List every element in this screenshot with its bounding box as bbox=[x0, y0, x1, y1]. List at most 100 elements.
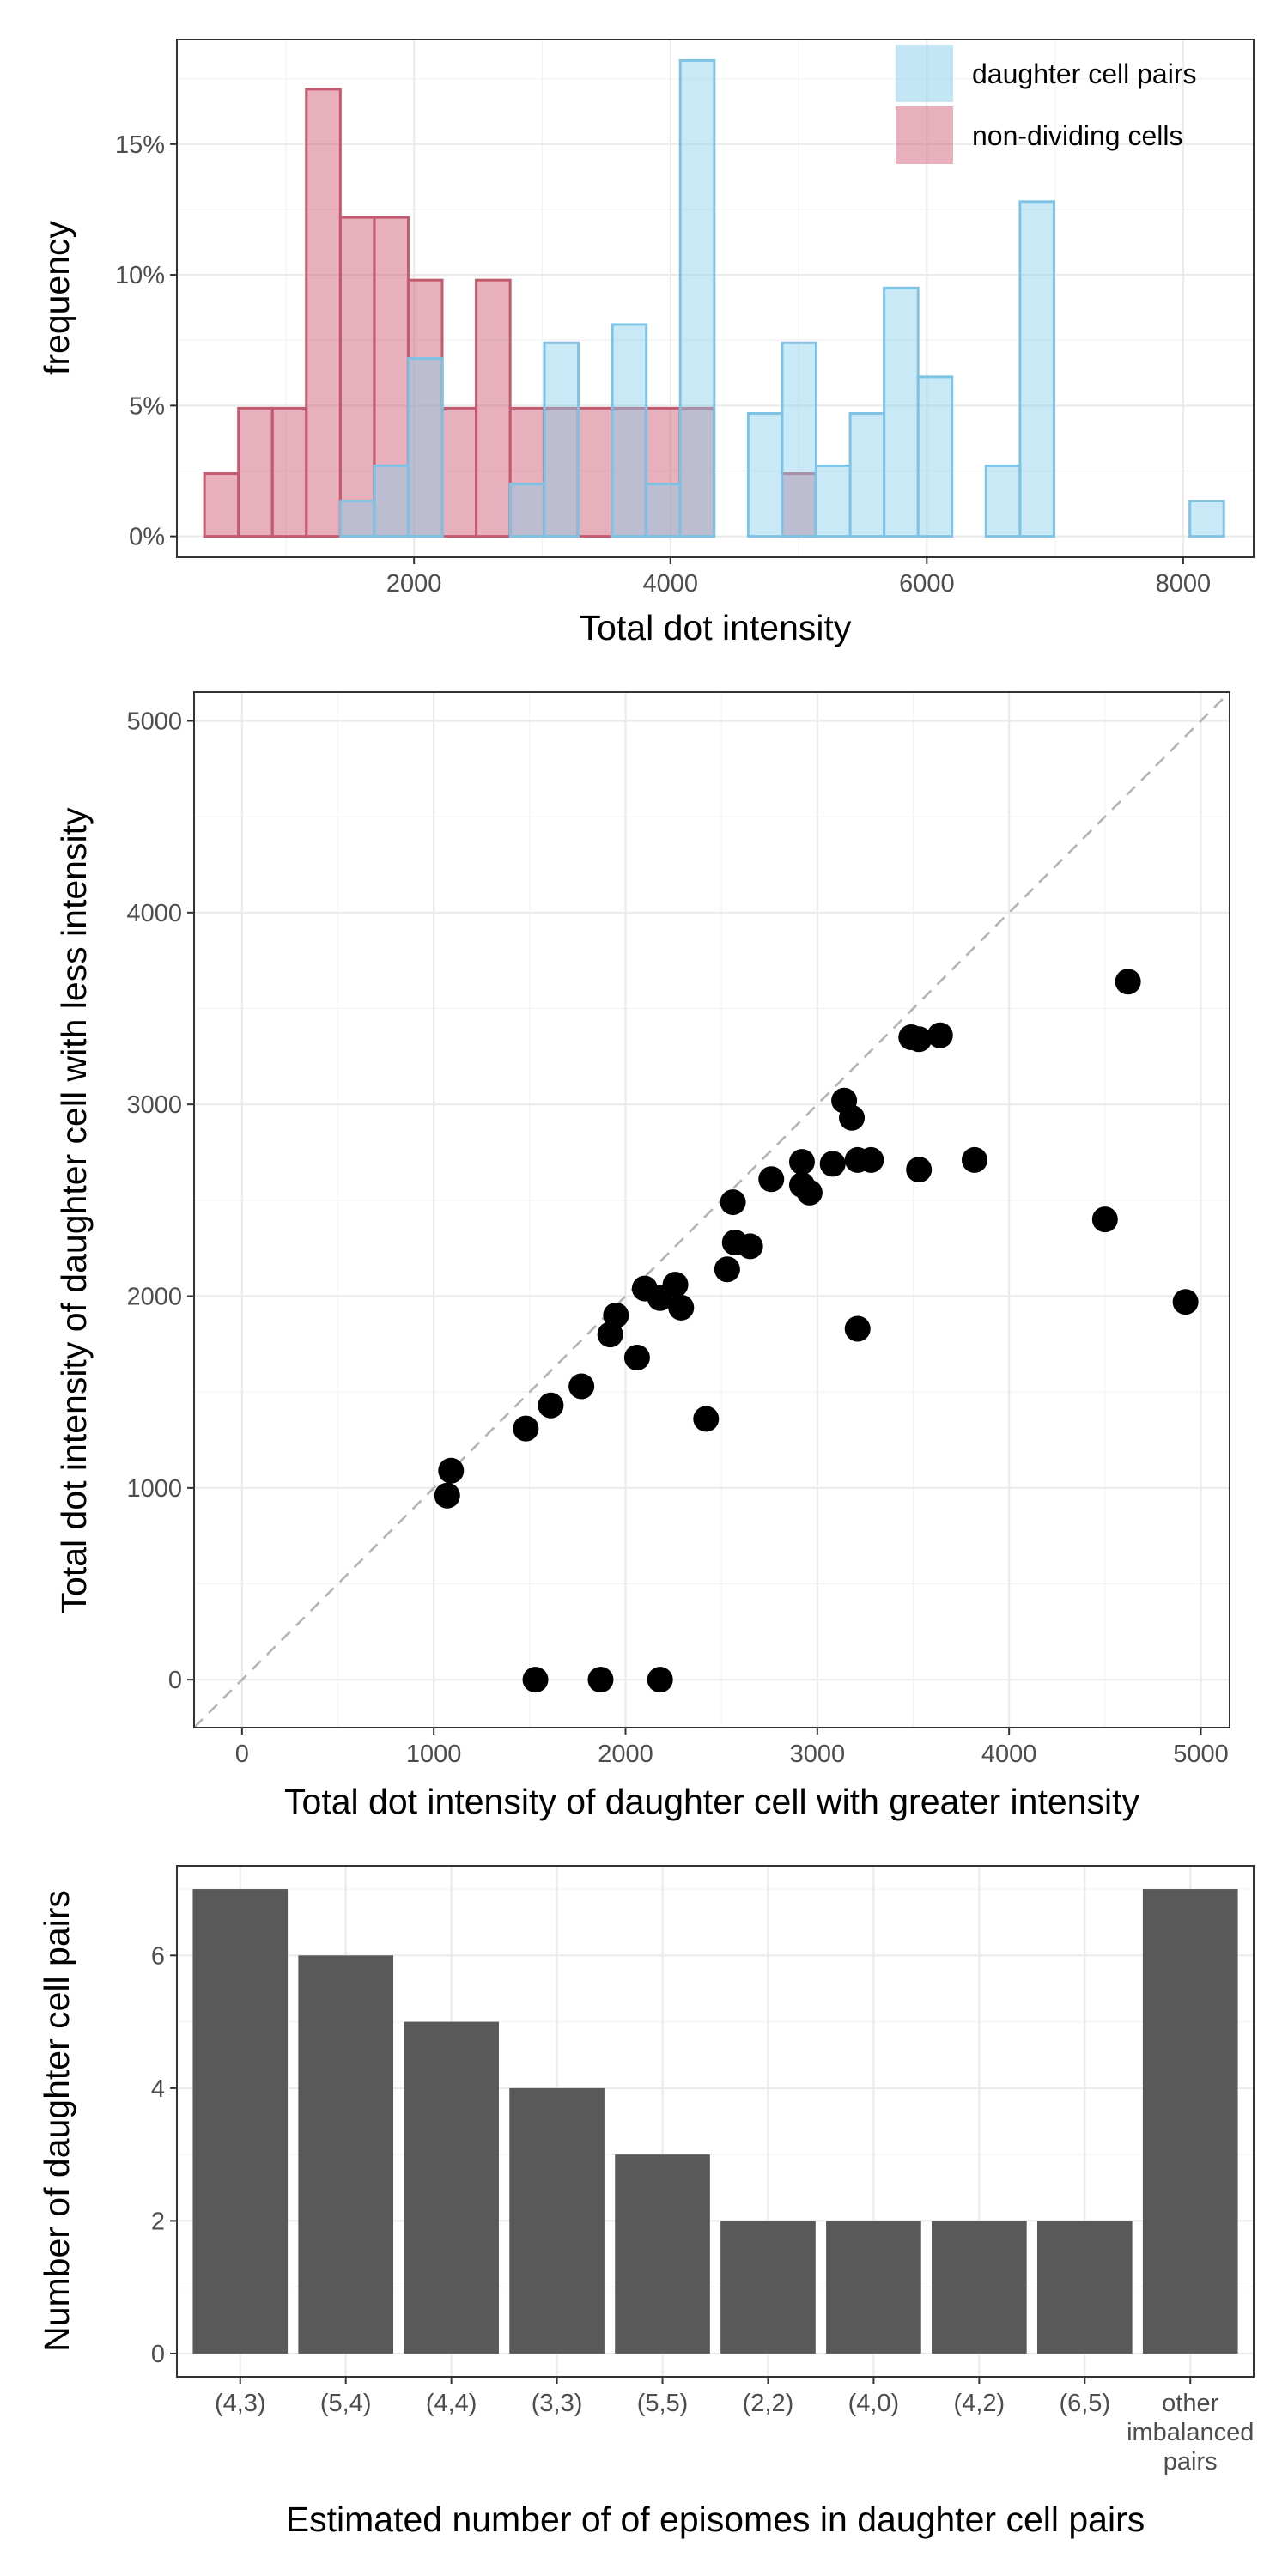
scatter-point bbox=[1091, 1206, 1118, 1233]
legend-label-non-dividing-cells: non-dividing cells bbox=[972, 120, 1182, 151]
scatter-x-tick-label: 4000 bbox=[981, 1741, 1037, 1768]
scatter-point bbox=[668, 1294, 695, 1321]
bar-3 bbox=[509, 2087, 605, 2354]
scatter-panel-border bbox=[193, 691, 1230, 1728]
bar-x-tick-label: (3,3) bbox=[532, 2390, 583, 2417]
bar-x-tick-label-line: (5,5) bbox=[637, 2390, 689, 2417]
bar-panel-border bbox=[176, 1865, 1255, 2378]
bar-0 bbox=[192, 1889, 289, 2354]
scatter-point bbox=[647, 1667, 673, 1693]
scatter-point bbox=[819, 1151, 846, 1177]
histogram-bar-daughter-cell-pairs bbox=[508, 483, 546, 538]
histogram-bar-non-dividing-cells bbox=[440, 406, 478, 538]
bar-x-tick-label-line: (3,3) bbox=[532, 2390, 583, 2417]
legend-label-daughter-cell-pairs: daughter cell pairs bbox=[972, 58, 1196, 89]
scatter-x-tick-label: 1000 bbox=[406, 1741, 462, 1768]
scatter-y-axis-title: Total dot intensity of daughter cell wit… bbox=[54, 807, 94, 1613]
histogram-y-tick-label: 15% bbox=[115, 131, 165, 159]
bar-x-tick-label-line: (4,4) bbox=[426, 2390, 477, 2417]
scatter-point bbox=[758, 1166, 785, 1193]
histogram-x-axis-title: Total dot intensity bbox=[580, 608, 852, 647]
scatter-point bbox=[522, 1667, 549, 1693]
histogram-bar-non-dividing-cells bbox=[475, 278, 512, 538]
bar-2 bbox=[404, 2021, 499, 2354]
bar-6 bbox=[826, 2221, 921, 2354]
bar-4 bbox=[615, 2154, 710, 2354]
histogram-bar-daughter-cell-pairs bbox=[848, 412, 886, 538]
histogram-bar-daughter-cell-pairs bbox=[746, 412, 784, 538]
histogram-bar-non-dividing-cells bbox=[508, 406, 546, 538]
histogram-bar-daughter-cell-pairs bbox=[1188, 500, 1225, 538]
histogram-bar-non-dividing-cells bbox=[305, 88, 342, 538]
scatter-x-tick-label: 3000 bbox=[790, 1741, 846, 1768]
scatter-point bbox=[693, 1406, 720, 1432]
bar-x-tick-label: (4,2) bbox=[954, 2390, 1005, 2417]
bar-y-tick-label: 2 bbox=[151, 2208, 165, 2235]
bar-8 bbox=[1036, 2221, 1133, 2354]
histogram-bars bbox=[203, 58, 1225, 538]
histogram-bar-daughter-cell-pairs bbox=[883, 286, 920, 538]
scatter-point bbox=[1172, 1289, 1199, 1315]
scatter-point bbox=[788, 1149, 815, 1176]
histogram-bar-daughter-cell-pairs bbox=[916, 375, 954, 538]
scatter-y-tick-label: 5000 bbox=[126, 708, 182, 736]
bar-x-tick-label: (4,4) bbox=[426, 2390, 477, 2417]
histogram-bar-daughter-cell-pairs bbox=[611, 323, 648, 538]
bar-ticks: 0 2 4 6 (4,3) (5,4) (4,4) (3,3) (5,5) (2,2) (4,0) (… bbox=[151, 1942, 1255, 2476]
histogram-bar-daughter-cell-pairs bbox=[814, 464, 852, 538]
histogram-panel: 2000 4000 6000 8000 0% 5% 10% 15% daughter cell… bbox=[37, 39, 1255, 647]
histogram-x-tick-label: 6000 bbox=[899, 570, 955, 598]
histogram-y-axis-title: frequency bbox=[37, 220, 76, 375]
scatter-point bbox=[927, 1022, 953, 1048]
histogram-bar-daughter-cell-pairs bbox=[339, 500, 376, 538]
bar-x-tick-label: (2,2) bbox=[743, 2390, 794, 2417]
bar-x-tick-label-line: (4,2) bbox=[954, 2390, 1005, 2417]
bar-y-tick-label: 6 bbox=[151, 1942, 165, 1970]
histogram-bar-non-dividing-cells bbox=[576, 406, 614, 538]
scatter-y-tick-label: 2000 bbox=[126, 1284, 182, 1311]
bar-1 bbox=[298, 1955, 394, 2354]
histogram-bar-non-dividing-cells bbox=[203, 472, 240, 538]
histogram-bar-daughter-cell-pairs bbox=[373, 464, 410, 538]
histogram-bar-non-dividing-cells bbox=[678, 406, 716, 538]
scatter-y-tick-label: 1000 bbox=[126, 1475, 182, 1503]
histogram-bar-daughter-cell-pairs bbox=[543, 341, 580, 538]
scatter-point bbox=[737, 1233, 763, 1260]
scatter-y-tick-label: 3000 bbox=[126, 1091, 182, 1119]
histogram-bar-daughter-cell-pairs bbox=[678, 58, 716, 538]
histogram-x-tick-label: 8000 bbox=[1156, 570, 1212, 598]
scatter-point bbox=[906, 1157, 933, 1183]
bar-x-tick-label-line: other bbox=[1162, 2390, 1218, 2417]
bar-x-tick-label: (4,3) bbox=[215, 2390, 266, 2417]
scatter-point bbox=[438, 1457, 465, 1484]
histogram-bar-daughter-cell-pairs bbox=[984, 464, 1022, 538]
bar-x-tick-label: (5,4) bbox=[320, 2390, 372, 2417]
scatter-point bbox=[662, 1272, 689, 1298]
scatter-x-axis-title: Total dot intensity of daughter cell wit… bbox=[284, 1782, 1139, 1821]
bar-y-axis-title: Number of daughter cell pairs bbox=[37, 1890, 76, 2352]
scatter-point bbox=[839, 1104, 866, 1131]
bar-9 bbox=[1142, 1889, 1238, 2354]
bar-y-tick-label: 0 bbox=[151, 2341, 165, 2368]
legend-key-non-dividing-cells bbox=[896, 106, 953, 164]
scatter-x-tick-label: 2000 bbox=[598, 1741, 653, 1768]
histogram-y-tick-label: 5% bbox=[129, 392, 165, 420]
bar-x-tick-label-line: (5,4) bbox=[320, 2390, 372, 2417]
histogram-bar-non-dividing-cells bbox=[237, 406, 274, 538]
scatter-point bbox=[538, 1392, 564, 1419]
histogram-bar-daughter-cell-pairs bbox=[645, 483, 682, 538]
histogram-ticks: 2000 4000 6000 8000 0% 5% 10% 15% bbox=[115, 131, 1211, 598]
scatter-y-tick-label: 0 bbox=[168, 1667, 182, 1694]
histogram-y-tick-label: 0% bbox=[129, 524, 165, 551]
bar-5 bbox=[720, 2221, 816, 2354]
bar-x-tick-label-line: imbalanced bbox=[1127, 2419, 1254, 2446]
scatter-point bbox=[796, 1179, 823, 1206]
bar-x-tick-label-line: pairs bbox=[1163, 2448, 1218, 2476]
bar-x-tick-label: (6,5) bbox=[1059, 2390, 1110, 2417]
scatter-y-tick-label: 4000 bbox=[126, 900, 182, 927]
scatter-x-tick-label: 5000 bbox=[1173, 1741, 1229, 1768]
histogram-bar-non-dividing-cells bbox=[338, 216, 376, 538]
histogram-bar-daughter-cell-pairs bbox=[1018, 200, 1055, 538]
scatter-point bbox=[513, 1415, 539, 1442]
